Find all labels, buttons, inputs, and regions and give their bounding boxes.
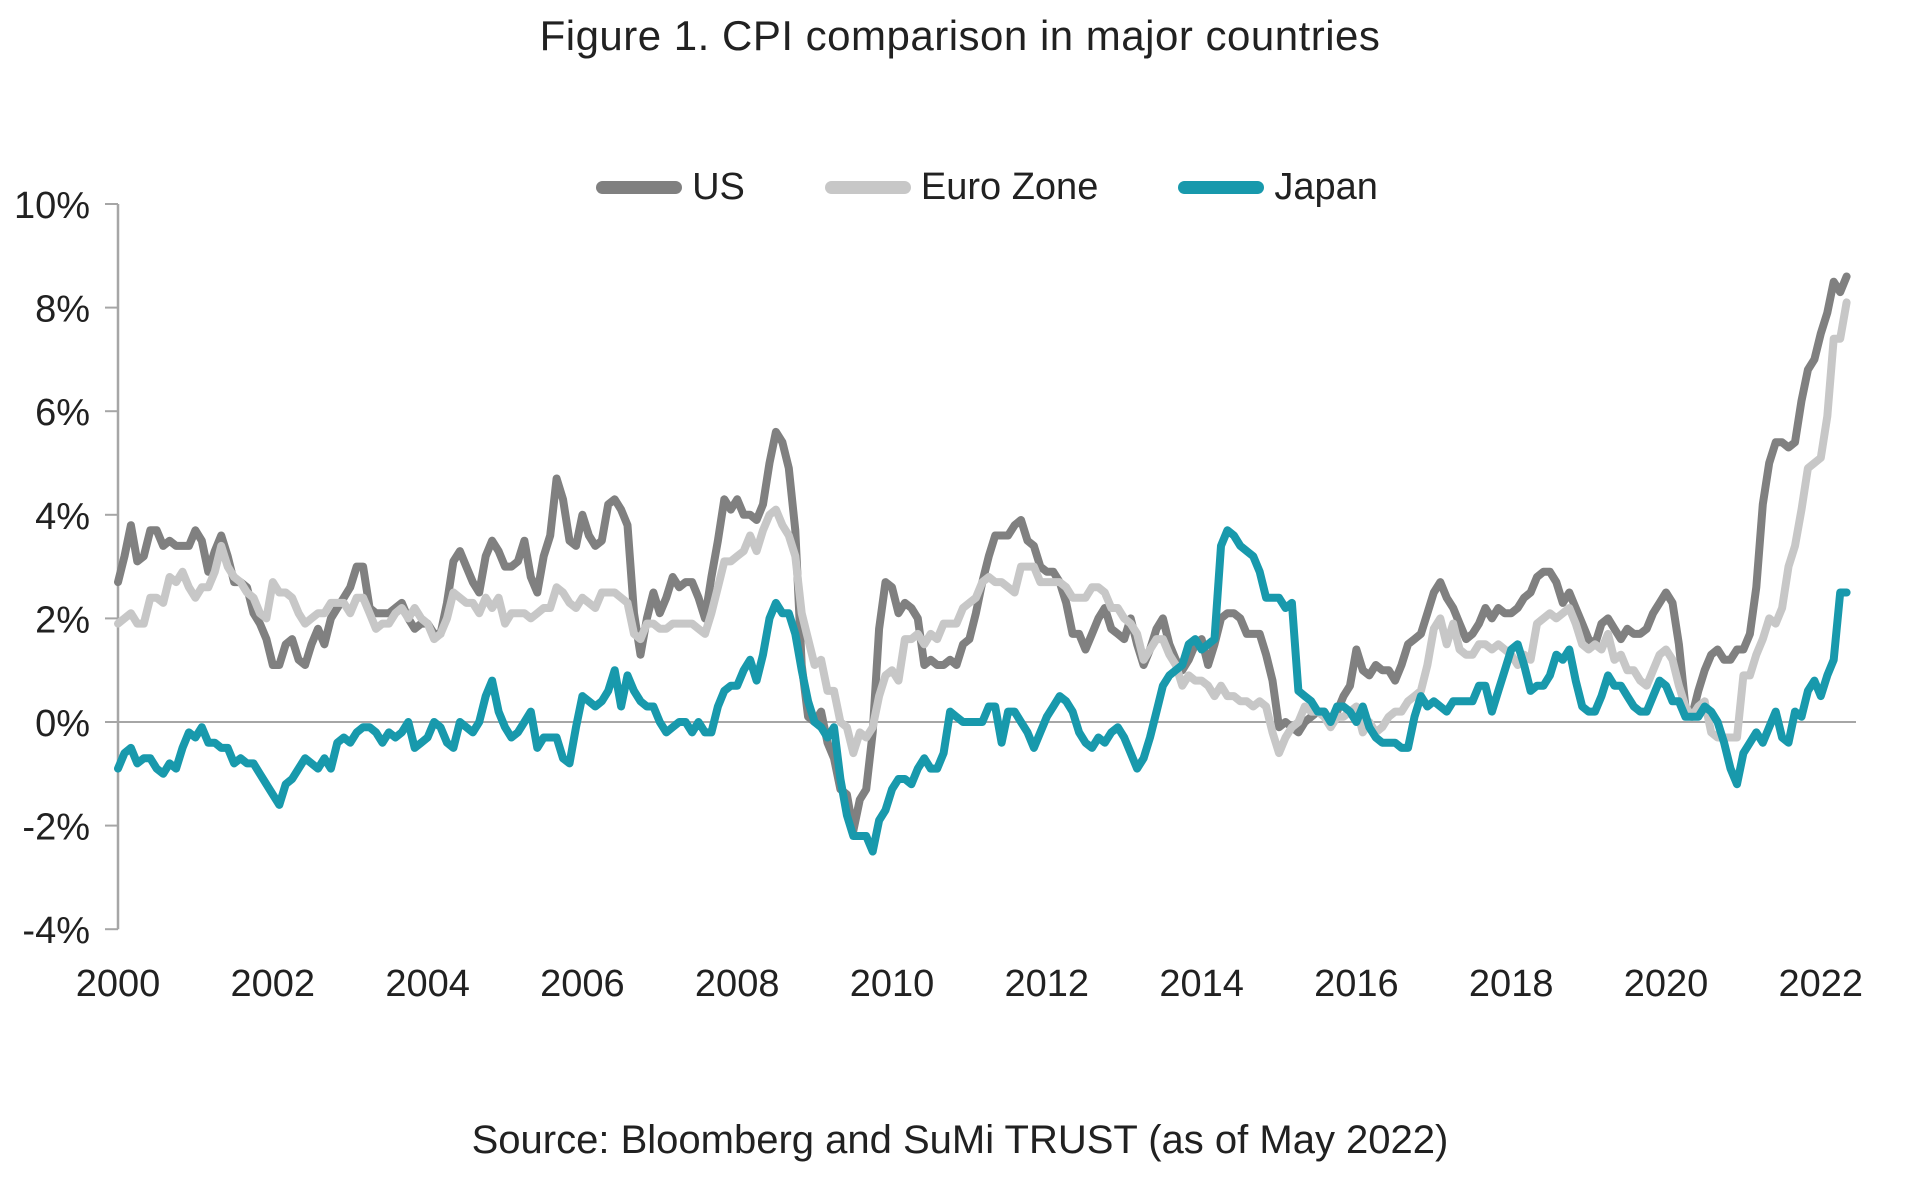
x-tick-label: 2014 <box>1159 963 1244 1005</box>
us-line-swatch <box>596 181 683 194</box>
chart-legend: US Euro Zone Japan <box>118 166 1856 209</box>
y-tick-label: 8% <box>35 289 90 331</box>
x-tick-label: 2022 <box>1779 963 1864 1005</box>
source-note: Source: Bloomberg and SuMi TRUST (as of … <box>471 1118 1449 1162</box>
legend-label-euro-zone: Euro Zone <box>920 166 1099 208</box>
japan-line-swatch <box>1178 181 1265 194</box>
series-line-euro-zone <box>114 298 1851 758</box>
x-tick-label: 2008 <box>695 963 780 1005</box>
y-tick-label: 10% <box>14 185 90 227</box>
y-tick-label: -4% <box>22 910 90 952</box>
x-tick-label: 2020 <box>1624 963 1709 1005</box>
legend-item-euro-zone: Euro Zone <box>824 166 1099 209</box>
y-tick-label: 4% <box>35 496 90 538</box>
y-tick-label: 2% <box>35 599 90 641</box>
legend-label-us: US <box>692 166 745 208</box>
x-tick-label: 2010 <box>850 963 935 1005</box>
x-tick-label: 2006 <box>540 963 625 1005</box>
x-tick-label: 2018 <box>1469 963 1554 1005</box>
x-tick-label: 2004 <box>385 963 470 1005</box>
series-line-japan <box>114 526 1851 856</box>
legend-item-us: US <box>596 166 745 209</box>
x-tick-label: 2000 <box>76 963 161 1005</box>
series-line-us <box>114 272 1851 835</box>
y-tick-label: 6% <box>35 392 90 434</box>
legend-label-japan: Japan <box>1274 166 1378 208</box>
legend-item-japan: Japan <box>1178 166 1378 209</box>
chart-title: Figure 1. CPI comparison in major countr… <box>539 12 1381 59</box>
y-tick-label: 0% <box>35 703 90 745</box>
x-tick-label: 2002 <box>231 963 316 1005</box>
y-tick-label: -2% <box>22 807 90 849</box>
x-tick-label: 2012 <box>1005 963 1090 1005</box>
euro-zone-line-swatch <box>824 181 911 194</box>
x-tick-label: 2016 <box>1314 963 1399 1005</box>
